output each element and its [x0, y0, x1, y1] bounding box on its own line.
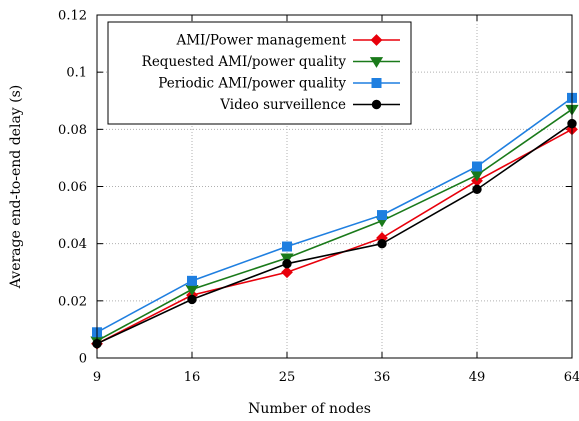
- data-point: [187, 275, 197, 286]
- x-axis-label: Number of nodes: [248, 401, 371, 417]
- series-line: [96, 122, 573, 345]
- legend-label: Video surveillence: [219, 97, 346, 113]
- data-point: [377, 210, 387, 221]
- legend-label: AMI/Power management: [175, 33, 346, 49]
- data-point: [472, 184, 482, 195]
- series-2: [92, 92, 577, 338]
- legend-swatch-marker: [371, 99, 382, 110]
- data-point: [282, 258, 292, 269]
- data-point: [280, 253, 294, 265]
- series-3: [92, 118, 577, 349]
- legend-label: Periodic AMI/power quality: [158, 76, 346, 92]
- x-tick-label: 9: [93, 370, 101, 385]
- legend-entry: AMI/Power management: [175, 33, 400, 49]
- x-tick-label: 25: [279, 370, 296, 385]
- data-point: [281, 266, 293, 279]
- legend: AMI/Power management Requested AMI/power …: [107, 21, 412, 125]
- y-tick-label: 0.12: [58, 9, 87, 24]
- plot-frame: [96, 14, 573, 359]
- data-point: [377, 238, 387, 249]
- legend-entry: Video surveillence: [219, 97, 400, 113]
- series-layer: [90, 92, 579, 350]
- data-point: [282, 241, 292, 252]
- x-tick-label: 36: [374, 370, 391, 385]
- x-tick-label: 49: [469, 370, 486, 385]
- x-tick-label: 64: [564, 370, 579, 385]
- series-line: [96, 97, 573, 333]
- x-tick-label: 16: [184, 370, 201, 385]
- series-0: [91, 123, 578, 350]
- y-tick-label: 0.1: [66, 66, 87, 81]
- legend-swatch-marker: [370, 34, 383, 46]
- y-tick-label: 0.04: [58, 237, 87, 252]
- y-axis-label: Average end-to-end delay (s): [8, 85, 24, 290]
- legend-entry: Periodic AMI/power quality: [158, 76, 400, 92]
- y-tick-label: 0.08: [58, 123, 87, 138]
- y-axis-ticks: 0 0.02 0.04 0.06 0.08 0.1 0.12: [58, 9, 572, 367]
- legend-label: Requested AMI/power quality: [142, 54, 347, 70]
- data-point: [187, 294, 197, 305]
- series-line: [96, 108, 573, 342]
- legend-swatch-marker: [369, 57, 384, 68]
- series-line: [96, 128, 573, 345]
- legend-swatch-marker: [371, 78, 382, 88]
- x-axis-ticks: 9 16 25 36 49 64: [93, 15, 579, 385]
- y-tick-label: 0.06: [58, 180, 87, 195]
- legend-box: [107, 21, 412, 125]
- y-tick-label: 0.02: [58, 294, 87, 309]
- legend-entry: Requested AMI/power quality: [142, 54, 400, 70]
- data-point: [472, 161, 482, 172]
- y-tick-label: 0: [79, 352, 87, 367]
